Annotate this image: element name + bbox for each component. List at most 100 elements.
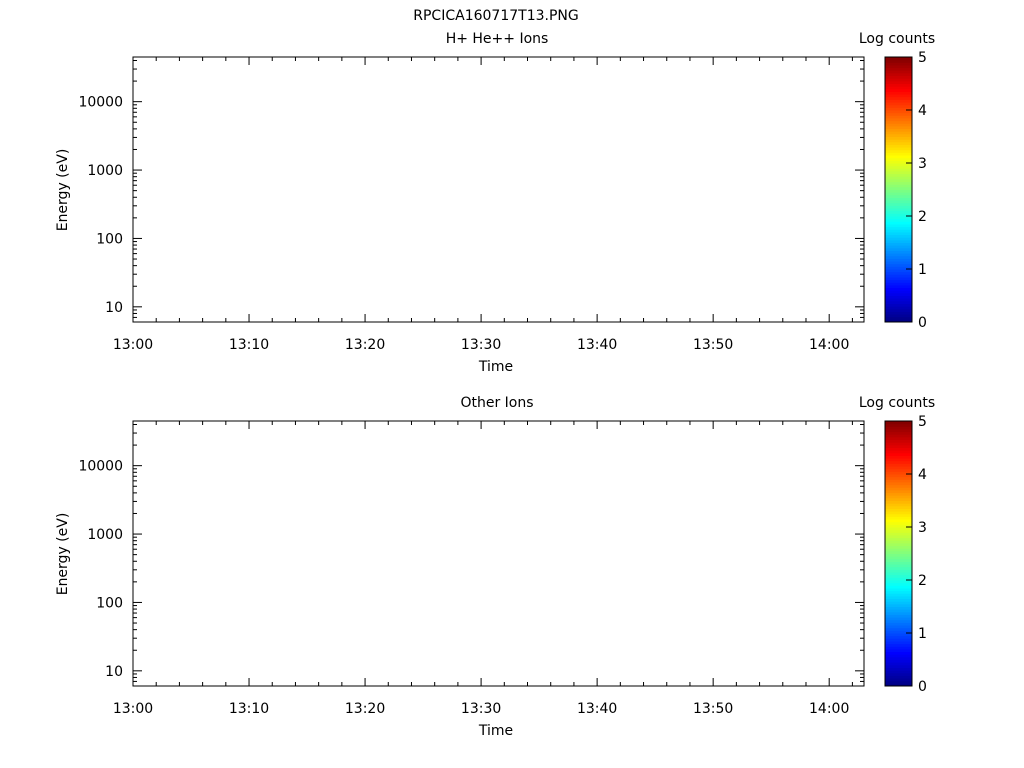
colorbar-swatch (885, 86, 912, 90)
colorbar-swatch (885, 139, 912, 143)
colorbar-swatch (885, 508, 912, 512)
panel-title: Other Ions (460, 395, 533, 411)
colorbar-swatch (885, 519, 912, 523)
colorbar-swatch (885, 290, 912, 294)
colorbar-swatch (885, 468, 912, 472)
colorbar-swatch (885, 481, 912, 486)
colorbar-swatch (885, 463, 912, 467)
colorbar-swatch (885, 80, 912, 84)
colorbar-swatch (885, 455, 912, 459)
colorbar-swatch (885, 311, 912, 315)
colorbar-swatch (885, 643, 912, 647)
x-tick-label: 13:00 (113, 337, 153, 353)
colorbar-swatch (885, 503, 912, 507)
x-tick-label: 13:30 (461, 701, 501, 717)
colorbar-swatch (885, 255, 912, 259)
colorbar-swatch (885, 303, 912, 307)
colorbar-swatch (885, 500, 912, 504)
colorbar-swatch (885, 553, 912, 557)
colorbar-swatch (885, 266, 912, 270)
colorbar-swatch (885, 205, 912, 209)
colorbar-swatch (885, 144, 912, 148)
colorbar-swatch (885, 558, 912, 562)
colorbar-swatch (885, 202, 912, 206)
colorbar-swatch (885, 200, 912, 204)
colorbar-swatch (885, 577, 912, 581)
colorbar-swatch (885, 458, 912, 462)
colorbar-swatch (885, 664, 912, 668)
colorbar-swatch (885, 123, 912, 127)
colorbar-swatch (885, 495, 912, 499)
colorbar-swatch (885, 208, 912, 212)
colorbar-swatch (885, 572, 912, 576)
colorbar-swatch (885, 128, 912, 132)
colorbar-swatch (885, 102, 912, 106)
colorbar-swatch (885, 556, 912, 560)
colorbar-swatch (885, 659, 912, 663)
colorbar-swatch (885, 574, 912, 578)
colorbar-swatch (885, 675, 912, 679)
colorbar-swatch (885, 651, 912, 655)
colorbar-swatch (885, 141, 912, 145)
plot-frame (132, 420, 865, 687)
colorbar-swatch (885, 625, 912, 629)
colorbar-swatch (885, 274, 912, 278)
x-tick-label: 13:30 (461, 337, 501, 353)
colorbar-swatch (885, 640, 912, 645)
colorbar-swatch (885, 460, 912, 464)
colorbar-swatch (885, 168, 912, 172)
colorbar-tick-label: 1 (918, 626, 927, 642)
colorbar-tick-label: 0 (918, 315, 927, 331)
colorbar-swatch (885, 276, 912, 281)
colorbar-swatch (885, 107, 912, 111)
colorbar-swatch (885, 131, 912, 135)
x-tick-label: 13:20 (345, 337, 385, 353)
colorbar-swatch (885, 540, 912, 544)
y-axis-label: Energy (eV) (55, 513, 71, 596)
x-axis-label: Time (478, 359, 513, 375)
colorbar-swatch (885, 287, 912, 291)
colorbar-swatch (885, 516, 912, 520)
colorbar-swatch (885, 678, 912, 682)
colorbar-swatch (885, 157, 912, 161)
colorbar-swatch (885, 247, 912, 251)
x-axis-label: Time (478, 723, 513, 739)
colorbar-swatch (885, 70, 912, 74)
colorbar-swatch (885, 253, 912, 257)
colorbar-swatch (885, 306, 912, 310)
x-tick-label: 13:40 (577, 337, 617, 353)
colorbar-swatch (885, 117, 912, 122)
y-tick-label: 100 (96, 231, 123, 247)
colorbar-swatch (885, 670, 912, 674)
colorbar-swatch (885, 635, 912, 639)
colorbar-swatch (885, 648, 912, 653)
colorbar-swatch (885, 213, 912, 217)
colorbar-swatch (885, 484, 912, 488)
colorbar-swatch (885, 630, 912, 634)
colorbar-tick-label: 4 (918, 103, 927, 119)
colorbar-swatch (885, 308, 912, 312)
colorbar-tick-label: 3 (918, 520, 927, 536)
colorbar-swatch (885, 226, 912, 230)
colorbar-swatch (885, 587, 912, 592)
colorbar-swatch (885, 242, 912, 246)
colorbar-swatch (885, 447, 912, 451)
colorbar-swatch (885, 542, 912, 547)
colorbar-swatch (885, 57, 912, 61)
colorbar-swatch (885, 603, 912, 607)
colorbar-swatch (885, 316, 912, 320)
colorbar-swatch (885, 88, 912, 92)
colorbar-swatch (885, 471, 912, 475)
y-tick-label: 10000 (78, 95, 123, 111)
colorbar-swatch (885, 593, 912, 597)
colorbar-swatch (885, 250, 912, 254)
colorbar-swatch (885, 595, 912, 600)
colorbar-tick-label: 4 (918, 467, 927, 483)
colorbar-swatch (885, 104, 912, 108)
colorbar-swatch (885, 680, 912, 684)
colorbar-swatch (885, 194, 912, 198)
colorbar-swatch (885, 234, 912, 238)
colorbar-swatch (885, 263, 912, 267)
colorbar-swatch (885, 258, 912, 262)
colorbar-tick-label: 2 (918, 573, 927, 589)
